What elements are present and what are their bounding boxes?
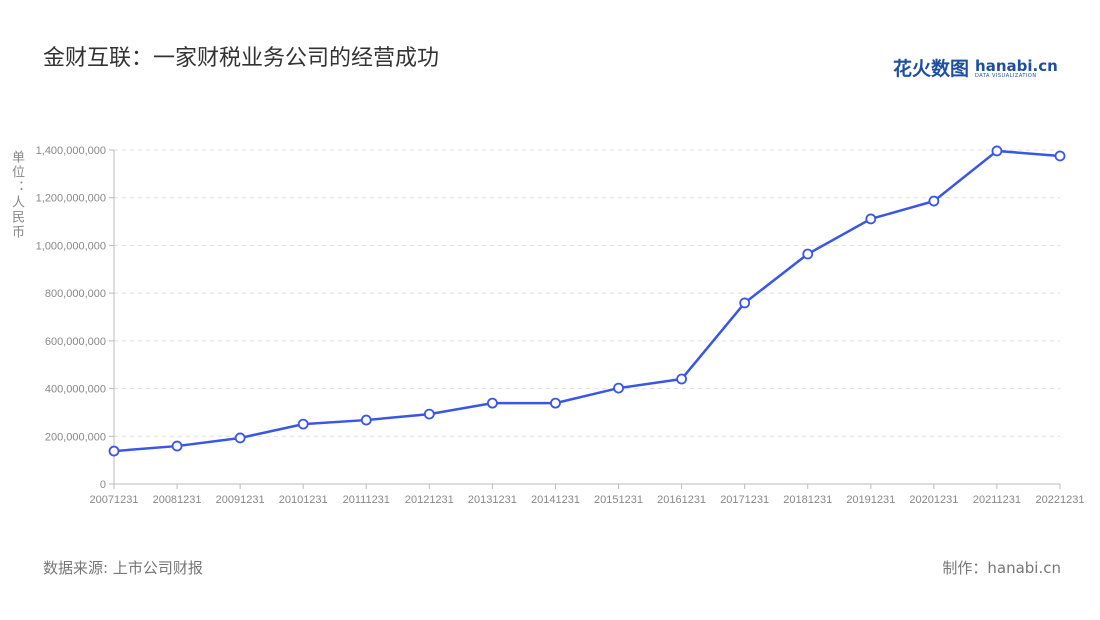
y-tick-label: 1,000,000,000 — [36, 240, 106, 252]
y-tick-label: 600,000,000 — [45, 336, 106, 348]
chart-title: 金财互联：一家财税业务公司的经营成功 — [43, 46, 440, 71]
data-point — [550, 397, 561, 409]
x-tick-label: 20071231 — [90, 494, 139, 506]
data-point — [739, 297, 751, 309]
y-axis-label: 单位：人民币 — [9, 150, 24, 240]
data-point — [613, 382, 624, 394]
x-tick-label: 20121231 — [405, 494, 454, 506]
x-tick-label: 20181231 — [783, 494, 832, 506]
data-point — [865, 213, 877, 225]
data-point — [991, 145, 1003, 157]
x-tick-label: 20151231 — [594, 494, 643, 506]
data-source: 数据来源: 上市公司财报 — [43, 559, 203, 577]
series-line — [113, 149, 1061, 453]
x-tick-label: 20201231 — [909, 494, 958, 506]
x-tick-label: 20141231 — [531, 494, 580, 506]
x-tick-label: 20091231 — [216, 494, 265, 506]
logo-tagline: DATA VISUALIZATION — [975, 73, 1037, 79]
x-tick-label: 20101231 — [279, 494, 328, 506]
x-tick-label: 20111231 — [343, 494, 390, 506]
data-point — [108, 445, 120, 457]
hanabi-logo: 花火数图 hanabi.cn DATA VISUALIZATION — [893, 57, 1058, 80]
data-point — [171, 440, 183, 452]
logo-en: hanabi.cn — [975, 57, 1058, 75]
y-tick-label: 1,200,000,000 — [36, 193, 106, 205]
x-tick-label: 20211231 — [973, 494, 1021, 506]
y-tick-label: 0 — [100, 479, 106, 491]
data-point — [360, 414, 372, 426]
data-point — [297, 418, 309, 430]
data-point — [423, 408, 435, 420]
x-tick-label: 20191231 — [846, 494, 895, 506]
data-point — [676, 373, 687, 385]
logo-cn: 花火数图 — [893, 58, 970, 80]
x-tick-label: 20161231 — [657, 494, 706, 506]
data-point — [234, 432, 246, 444]
y-tick-label: 800,000,000 — [45, 288, 106, 300]
data-point — [928, 195, 940, 207]
data-point — [1054, 150, 1066, 162]
x-tick-label: 20131231 — [468, 494, 517, 506]
data-point — [486, 397, 498, 409]
data-point — [802, 248, 814, 260]
y-tick-label: 1,400,000,000 — [36, 145, 106, 157]
x-tick-label: 20081231 — [153, 494, 202, 506]
credit: 制作：hanabi.cn — [942, 559, 1061, 577]
y-tick-label: 400,000,000 — [45, 384, 106, 396]
x-tick-label: 20221231 — [1036, 494, 1085, 506]
x-tick-label: 20171231 — [720, 494, 769, 506]
y-tick-label: 200,000,000 — [45, 431, 106, 443]
